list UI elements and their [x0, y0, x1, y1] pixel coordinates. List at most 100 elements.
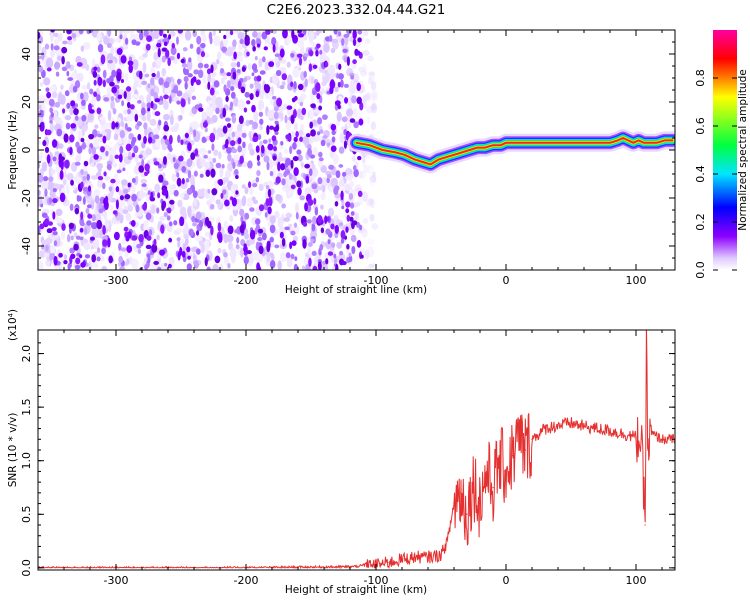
noise-speckle — [188, 57, 192, 63]
noise-speckle-faint — [162, 113, 171, 121]
noise-speckle-faint — [82, 170, 89, 176]
noise-speckle-faint — [112, 37, 118, 43]
noise-speckle-faint — [354, 187, 362, 192]
noise-speckle-faint — [215, 199, 221, 205]
noise-speckle — [334, 256, 338, 265]
noise-speckle — [72, 85, 78, 93]
noise-speckle — [269, 170, 274, 177]
noise-speckle — [259, 118, 264, 125]
noise-speckle-faint — [226, 46, 234, 57]
noise-speckle-strong — [126, 101, 131, 109]
noise-speckle-faint — [367, 93, 371, 103]
noise-speckle-strong — [143, 135, 147, 144]
noise-speckle-faint — [286, 256, 293, 268]
noise-speckle-strong — [123, 226, 129, 232]
noise-speckle — [40, 203, 44, 208]
noise-speckle-faint — [258, 58, 263, 68]
noise-speckle-strong — [51, 226, 57, 232]
noise-speckle-strong — [267, 188, 272, 198]
noise-speckle-faint — [201, 111, 208, 120]
noise-speckle — [172, 156, 176, 163]
noise-speckle — [306, 219, 312, 224]
colorbar-tick-label: 0.2 — [694, 213, 707, 231]
noise-speckle — [303, 53, 309, 57]
noise-speckle — [109, 75, 114, 83]
noise-speckle — [292, 141, 297, 150]
noise-speckle — [331, 129, 336, 136]
noise-speckle-faint — [152, 127, 160, 137]
noise-speckle — [118, 242, 122, 251]
noise-speckle-faint — [151, 205, 156, 215]
noise-speckle-strong — [162, 33, 167, 38]
noise-speckle-faint — [75, 172, 79, 184]
noise-speckle-strong — [160, 224, 165, 234]
noise-speckle-strong — [180, 139, 184, 146]
noise-speckle-faint — [143, 221, 148, 233]
noise-speckle-strong — [93, 153, 99, 160]
noise-speckle-faint — [61, 187, 65, 195]
y-tick-label: 1.0 — [20, 452, 33, 470]
noise-speckle-strong — [96, 219, 103, 230]
x-tick-label: -200 — [234, 574, 259, 587]
noise-speckle-strong — [151, 72, 156, 78]
noise-speckle-faint — [371, 223, 379, 230]
noise-speckle-strong — [64, 159, 70, 169]
noise-speckle-faint — [218, 151, 222, 160]
noise-speckle — [318, 157, 324, 162]
noise-speckle-faint — [240, 145, 247, 155]
noise-speckle-strong — [102, 135, 107, 144]
spectrogram-panel: -300 -200 -100 0 100 40 20 0 -20 -40 Height of s… — [7, 29, 676, 296]
noise-speckle — [257, 236, 263, 242]
noise-speckle — [146, 253, 151, 258]
colorbar-tick-label: 0.8 — [694, 69, 707, 87]
noise-speckle-faint — [109, 204, 114, 211]
noise-speckle-faint — [241, 161, 248, 168]
noise-speckle-faint — [362, 49, 370, 56]
noise-speckle-faint — [274, 55, 280, 63]
noise-speckle-faint — [96, 162, 104, 169]
noise-speckle-strong — [116, 48, 123, 56]
noise-speckle — [191, 95, 197, 101]
noise-speckle — [252, 183, 258, 188]
noise-speckle — [150, 77, 155, 86]
noise-speckle-strong — [75, 257, 81, 265]
noise-speckle — [342, 48, 348, 53]
noise-speckle-faint — [195, 235, 203, 242]
noise-speckle-faint — [77, 129, 83, 139]
noise-speckle — [81, 141, 86, 150]
noise-speckle-strong — [237, 137, 242, 145]
noise-speckle-faint — [206, 156, 213, 162]
noise-speckle-strong — [357, 37, 362, 43]
noise-speckle — [257, 134, 262, 140]
noise-speckle-strong — [120, 55, 127, 64]
noise-speckle-strong — [73, 243, 79, 251]
noise-speckle-faint — [177, 240, 181, 248]
noise-speckle — [173, 220, 178, 226]
signal-trace-band — [355, 137, 674, 166]
noise-speckle-faint — [229, 215, 234, 222]
noise-speckle-faint — [365, 92, 372, 100]
noise-speckle-strong — [280, 163, 285, 171]
noise-speckle — [119, 34, 123, 40]
noise-speckle — [242, 141, 246, 149]
noise-speckle — [200, 42, 206, 49]
noise-speckle — [293, 263, 299, 270]
noise-speckle — [137, 248, 141, 255]
noise-speckle-faint — [330, 47, 336, 54]
noise-speckle-faint — [219, 61, 224, 68]
noise-speckle-faint — [82, 91, 89, 102]
noise-speckle — [227, 153, 232, 162]
noise-speckle-strong — [279, 231, 284, 239]
noise-speckle — [280, 141, 284, 146]
noise-speckle-faint — [286, 61, 291, 68]
noise-speckle-faint — [349, 79, 355, 89]
noise-speckle — [111, 69, 117, 78]
noise-speckle-faint — [360, 69, 368, 77]
noise-speckle — [137, 100, 142, 104]
noise-speckle-strong — [220, 192, 224, 199]
noise-speckle-faint — [285, 212, 293, 219]
noise-speckle-strong — [266, 242, 271, 253]
noise-speckle-faint — [91, 227, 98, 237]
noise-speckle-faint — [81, 84, 88, 90]
